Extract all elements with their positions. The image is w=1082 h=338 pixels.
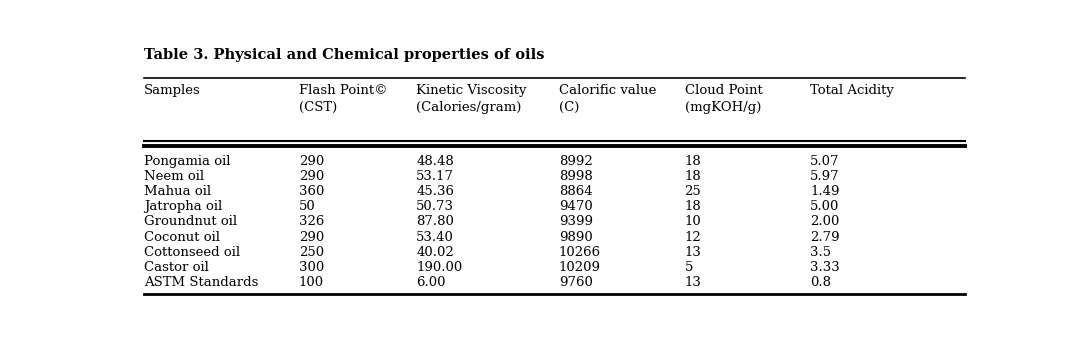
Text: 250: 250	[299, 246, 324, 259]
Text: Groundnut oil: Groundnut oil	[144, 215, 237, 228]
Text: 8992: 8992	[558, 155, 593, 168]
Text: 9760: 9760	[558, 276, 593, 289]
Text: 5: 5	[685, 261, 692, 274]
Text: 8864: 8864	[558, 185, 592, 198]
Text: Calorific value
(C): Calorific value (C)	[558, 83, 656, 114]
Text: 5.97: 5.97	[810, 170, 840, 183]
Text: 13: 13	[685, 276, 701, 289]
Text: 5.00: 5.00	[810, 200, 840, 213]
Text: 10209: 10209	[558, 261, 601, 274]
Text: Pongamia oil: Pongamia oil	[144, 155, 230, 168]
Text: 53.40: 53.40	[417, 231, 454, 244]
Text: 2.00: 2.00	[810, 215, 840, 228]
Text: 12: 12	[685, 231, 701, 244]
Text: 48.48: 48.48	[417, 155, 454, 168]
Text: Coconut oil: Coconut oil	[144, 231, 220, 244]
Text: Flash Point©
(CST): Flash Point© (CST)	[299, 83, 387, 114]
Text: 100: 100	[299, 276, 324, 289]
Text: 290: 290	[299, 231, 324, 244]
Text: 9399: 9399	[558, 215, 593, 228]
Text: 45.36: 45.36	[417, 185, 454, 198]
Text: Cottonseed oil: Cottonseed oil	[144, 246, 240, 259]
Text: 360: 360	[299, 185, 325, 198]
Text: 326: 326	[299, 215, 325, 228]
Text: 18: 18	[685, 155, 701, 168]
Text: 40.02: 40.02	[417, 246, 454, 259]
Text: 50: 50	[299, 200, 316, 213]
Text: 18: 18	[685, 200, 701, 213]
Text: 6.00: 6.00	[417, 276, 446, 289]
Text: 0.8: 0.8	[810, 276, 831, 289]
Text: 25: 25	[685, 185, 701, 198]
Text: 53.17: 53.17	[417, 170, 454, 183]
Text: Kinetic Viscosity
(Calories/gram): Kinetic Viscosity (Calories/gram)	[417, 83, 527, 114]
Text: 190.00: 190.00	[417, 261, 462, 274]
Text: 290: 290	[299, 170, 324, 183]
Text: 18: 18	[685, 170, 701, 183]
Text: Cloud Point
(mgKOH/g): Cloud Point (mgKOH/g)	[685, 83, 762, 114]
Text: Samples: Samples	[144, 83, 200, 97]
Text: 3.33: 3.33	[810, 261, 840, 274]
Text: 3.5: 3.5	[810, 246, 831, 259]
Text: Mahua oil: Mahua oil	[144, 185, 211, 198]
Text: 8998: 8998	[558, 170, 593, 183]
Text: 10266: 10266	[558, 246, 601, 259]
Text: 300: 300	[299, 261, 324, 274]
Text: Jatropha oil: Jatropha oil	[144, 200, 222, 213]
Text: ASTM Standards: ASTM Standards	[144, 276, 258, 289]
Text: 1.49: 1.49	[810, 185, 840, 198]
Text: Neem oil: Neem oil	[144, 170, 203, 183]
Text: 10: 10	[685, 215, 701, 228]
Text: Castor oil: Castor oil	[144, 261, 209, 274]
Text: 50.73: 50.73	[417, 200, 454, 213]
Text: 290: 290	[299, 155, 324, 168]
Text: Total Acidity: Total Acidity	[810, 83, 894, 97]
Text: 87.80: 87.80	[417, 215, 454, 228]
Text: 9890: 9890	[558, 231, 593, 244]
Text: 13: 13	[685, 246, 701, 259]
Text: 5.07: 5.07	[810, 155, 840, 168]
Text: 9470: 9470	[558, 200, 593, 213]
Text: Table 3. Physical and Chemical properties of oils: Table 3. Physical and Chemical propertie…	[144, 48, 544, 63]
Text: 2.79: 2.79	[810, 231, 840, 244]
